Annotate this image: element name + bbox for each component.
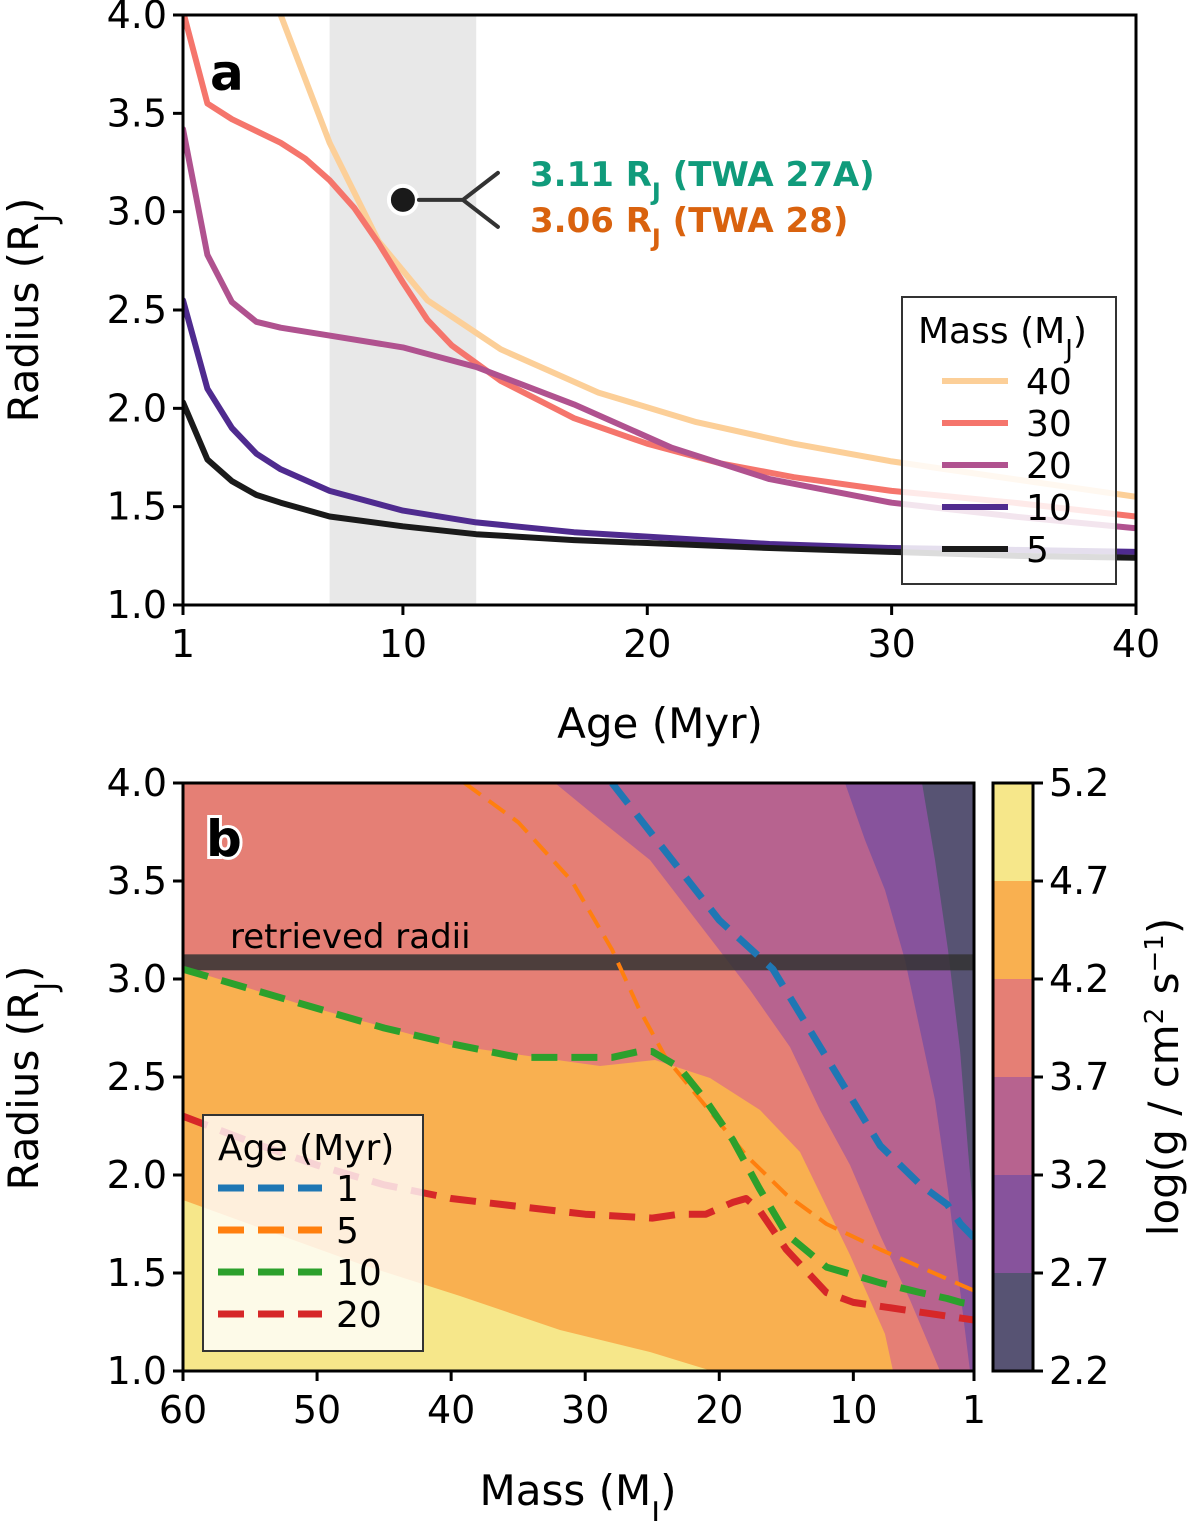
contour-band-3.2-3.7: [555, 783, 974, 1371]
legend-label-age-20: 20: [336, 1295, 382, 1336]
retrieved-radii-band: [183, 954, 974, 971]
panel-a-x-axis-title: Age (Myr): [557, 699, 763, 748]
line-age-20: [183, 1112, 974, 1324]
panel-b-y-tick-label: 3.5: [107, 859, 167, 903]
line-age-10: [183, 965, 974, 1308]
panel-a-x-tick-label: 1: [171, 622, 195, 666]
colorbar-segment-3.7: [993, 979, 1033, 1077]
colorbar-tick-label: 3.2: [1049, 1153, 1109, 1197]
panel-a-y-tick-label: 1.0: [107, 583, 167, 627]
panel-b-x-tick-label: 30: [561, 1388, 609, 1432]
annotation-twa27a-value: 3.11 R: [530, 155, 652, 195]
panel-a-x-tick-label: 20: [623, 622, 671, 666]
panel-b-y-tick-label: 3.0: [107, 957, 167, 1001]
panel-b-x-tick-label: 40: [427, 1388, 475, 1432]
panel-a-y-tick-label: 1.5: [107, 485, 167, 529]
legend-mass-title: Mass (MJ): [918, 311, 1087, 365]
contour-band-2.2-2.7: [922, 783, 974, 1220]
line-mass-5: [183, 399, 1136, 561]
annotation-twa27a-subscript: J: [650, 178, 661, 206]
panel-b-y-tick-label: 1.0: [107, 1349, 167, 1393]
panel-a: 1 10 20 30 40 1.01.52.02.53.03.54.0 a 3.11 R…: [0, 0, 1160, 748]
legend-label-mass-30: 30: [1026, 404, 1072, 445]
panel-b-x-axis-title: Mass (MJ): [480, 1466, 677, 1521]
panel-b-y-tick-label: 2.5: [107, 1055, 167, 1099]
colorbar-tick-label: 3.7: [1049, 1055, 1109, 1099]
colorbar-segment-2.2: [993, 1273, 1033, 1371]
colorbar-tick-label: 2.2: [1049, 1349, 1109, 1393]
colorbar-label: log(g / cm2 s−1): [1139, 918, 1188, 1236]
panel-b-x-tick-label: 1: [962, 1388, 986, 1432]
legend-label-mass-40: 40: [1026, 362, 1072, 403]
colorbar-tick-label: 4.7: [1049, 859, 1109, 903]
panel-a-x-tick-label: 30: [867, 622, 915, 666]
legend-age-title: Age (Myr): [218, 1128, 394, 1169]
annotation-connector: [416, 170, 500, 229]
panel-b-x-tick-label: 60: [159, 1388, 207, 1432]
line-age-5: [463, 783, 974, 1293]
retrieved-radii-label: retrieved radii: [230, 917, 471, 957]
colorbar-segment-2.7: [993, 1175, 1033, 1273]
panel-a-y-tick-label: 2.0: [107, 386, 167, 430]
colorbar-tick-label: 5.2: [1049, 761, 1109, 805]
legend-label-age-1: 1: [336, 1169, 359, 1210]
panel-a-y-axis-title: Radius (RJ): [0, 198, 64, 423]
panel-a-x-tick-label: 10: [379, 622, 427, 666]
panel-b-y-axis-title: Radius (RJ): [0, 966, 64, 1191]
annotation-twa27a-tag: (TWA 27A): [661, 155, 875, 195]
contour-band-2.7-3.2: [845, 783, 974, 1371]
panel-b-letter: b: [206, 810, 242, 868]
colorbar-tick-label: 4.2: [1049, 957, 1109, 1001]
panel-b-y-tick-label: 2.0: [107, 1153, 167, 1197]
line-age-1: [609, 783, 974, 1241]
legend-label-mass-5: 5: [1026, 530, 1049, 571]
panel-b: retrieved radii 60 50 40 30 20 10 1 1.01.52.02…: [0, 761, 1188, 1521]
annotation-twa28: 3.06 RJ (TWA 28): [530, 201, 848, 252]
panel-b-y-tick-label: 4.0: [107, 761, 167, 805]
radius-marker: [386, 183, 419, 216]
panel-b-y-tick-label: 1.5: [107, 1251, 167, 1295]
panel-a-y-tick-label: 2.5: [107, 288, 167, 332]
annotation-twa27a: 3.11 RJ (TWA 27A): [530, 155, 875, 206]
colorbar-tick-label: 2.7: [1049, 1251, 1109, 1295]
panel-b-x-tick-label: 20: [695, 1388, 743, 1432]
panel-a-x-tick-label: 40: [1112, 622, 1160, 666]
line-mass-10: [183, 297, 1136, 555]
annotation-twa28-tag: (TWA 28): [661, 201, 849, 241]
panel-a-y-tick-label: 3.5: [107, 91, 167, 135]
age-range-shade: [329, 15, 477, 605]
colorbar-segment-4.7: [993, 783, 1033, 881]
legend-label-age-5: 5: [336, 1211, 359, 1252]
line-mass-20: [183, 126, 1136, 532]
panel-b-x-tick-label: 50: [293, 1388, 341, 1432]
legend-label-mass-20: 20: [1026, 446, 1072, 487]
colorbar-segment-4.2: [993, 881, 1033, 979]
line-mass-30: [183, 15, 1136, 520]
annotation-twa28-value: 3.06 R: [530, 201, 652, 241]
annotation-twa28-subscript: J: [650, 224, 661, 252]
legend-label-mass-10: 10: [1026, 488, 1072, 529]
legend-label-age-10: 10: [336, 1253, 382, 1294]
panel-a-y-tick-label: 4.0: [107, 0, 167, 37]
panel-b-x-tick-label: 10: [829, 1388, 877, 1432]
panel-a-letter: a: [210, 44, 244, 102]
colorbar: 2.2 2.7 3.2 3.7 4.2 4.7 5.2 log(g / cm2 s−1): [991, 761, 1188, 1393]
legend-mass-box: [901, 296, 1117, 585]
colorbar-segment-3.2: [993, 1077, 1033, 1175]
panel-a-y-tick-label: 3.0: [107, 190, 167, 234]
